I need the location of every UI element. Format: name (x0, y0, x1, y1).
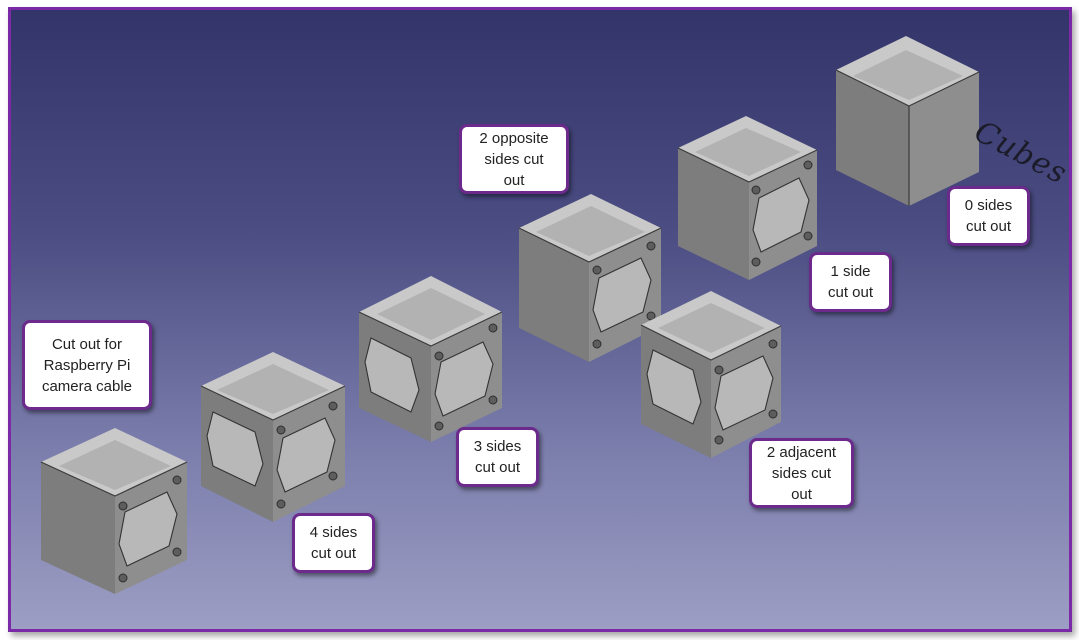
cube-3-sides (358, 276, 503, 442)
cube-2-opposite (518, 194, 662, 362)
callout-camera-cable: Cut out for Raspberry Pi camera cable (22, 320, 152, 410)
callout-0-sides-text: 0 sides cut out (964, 197, 1013, 235)
callout-2-adjacent-text: 2 adjacent sides cut out (766, 443, 837, 503)
cube-1-side (677, 116, 818, 280)
cube-2-adjacent (640, 291, 782, 458)
callout-4-sides-text: 4 sides cut out (309, 524, 358, 562)
cube-4-sides (200, 352, 346, 522)
callout-1-side: 1 side cut out (809, 252, 892, 312)
callout-camera-cable-text: Cut out for Raspberry Pi camera cable (41, 335, 133, 395)
callout-2-opposite-text: 2 opposite sides cut out (479, 129, 549, 189)
callout-3-sides: 3 sides cut out (456, 427, 539, 487)
viewport-frame: Cubes Cut out for Raspberry Pi camera ca… (8, 7, 1072, 632)
callout-2-opposite: 2 opposite sides cut out (459, 124, 569, 194)
callout-2-adjacent: 2 adjacent sides cut out (749, 438, 854, 508)
callout-3-sides-text: 3 sides cut out (473, 438, 522, 476)
callout-1-side-text: 1 side cut out (827, 263, 874, 301)
callout-0-sides: 0 sides cut out (947, 186, 1030, 246)
cube-scene (40, 36, 980, 594)
callout-4-sides: 4 sides cut out (292, 513, 375, 573)
cube-camera-cable (40, 428, 188, 594)
cube-0-sides (835, 36, 980, 206)
